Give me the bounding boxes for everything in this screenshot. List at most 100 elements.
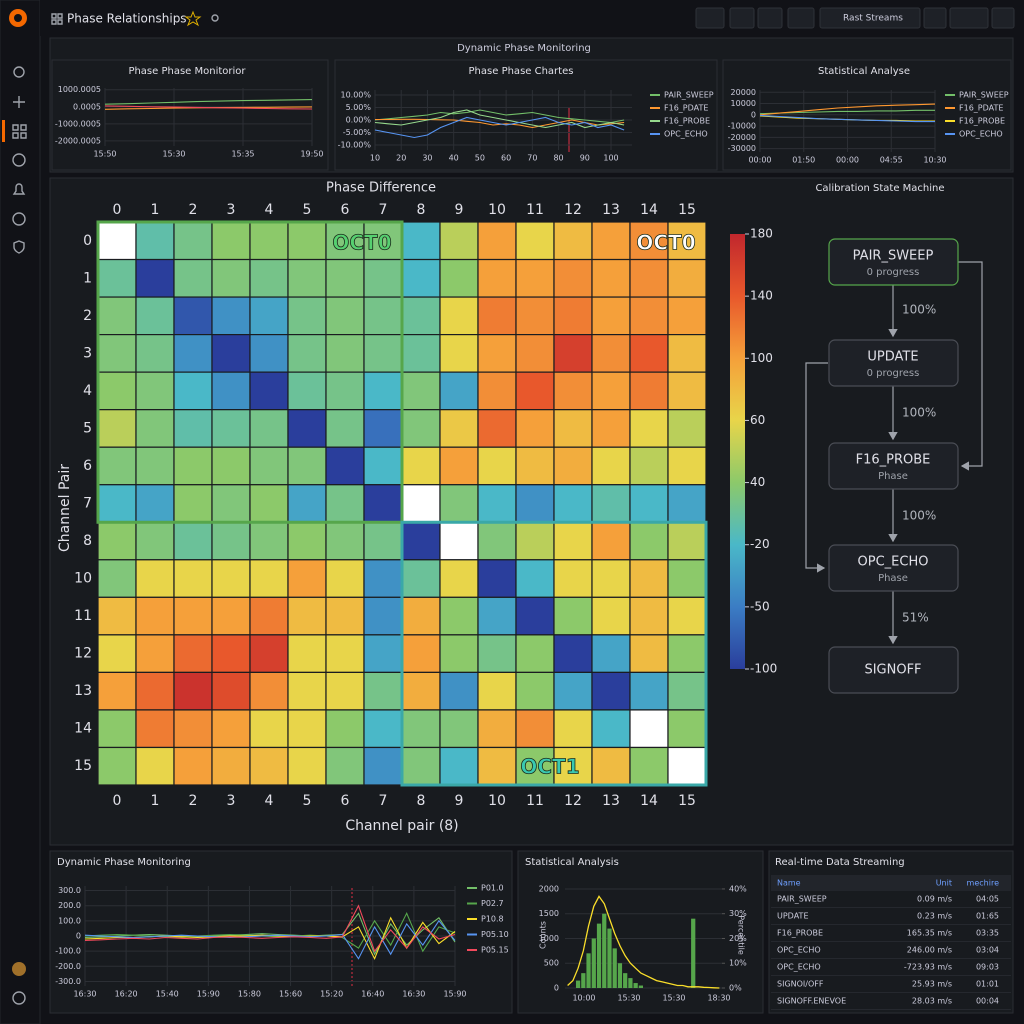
heatmap-cell xyxy=(249,521,289,561)
heatmap-cell xyxy=(591,746,631,786)
y-tick-label: -5.00% xyxy=(343,128,372,137)
heatmap-cell xyxy=(211,258,251,298)
region-label: OCT1 xyxy=(520,755,579,779)
series-line xyxy=(84,911,456,953)
heatmap-cell xyxy=(173,521,213,561)
zoom-button[interactable] xyxy=(923,7,947,29)
heatmap-cell xyxy=(211,634,251,673)
y-tick-label: 10.00% xyxy=(340,91,371,100)
heatmap-cell xyxy=(591,409,631,448)
heatmap-cell xyxy=(591,521,631,561)
refresh-button[interactable] xyxy=(949,7,989,29)
time-range: Rast Streams xyxy=(843,14,903,24)
time-picker[interactable] xyxy=(819,7,921,29)
heatmap-cell xyxy=(287,746,327,786)
heatmap-cell xyxy=(97,258,137,298)
tv-button[interactable] xyxy=(991,7,1015,29)
toolbar xyxy=(695,7,1015,29)
colorbar-label: 60 xyxy=(750,413,765,427)
toolbar-button[interactable] xyxy=(695,7,725,29)
toolbar-button[interactable] xyxy=(787,7,815,29)
heatmap-cell xyxy=(249,334,289,373)
toolbar-button[interactable] xyxy=(729,7,755,29)
x-tick-label: 10 xyxy=(488,793,506,809)
x-tick-label: 00:00 xyxy=(748,156,771,165)
heatmap-cell xyxy=(629,671,669,711)
heatmap-cell xyxy=(477,296,517,336)
help-icon[interactable] xyxy=(12,991,26,1005)
x-tick-label: 13 xyxy=(602,793,620,809)
legend-label: OPC_ECHO xyxy=(959,130,1003,139)
heatmap-cell xyxy=(439,746,479,786)
logo-inner xyxy=(14,14,22,22)
table-cell: 25.93 m/s xyxy=(912,980,952,989)
table-cell: 165.35 m/s xyxy=(907,929,952,938)
heatmap-cell xyxy=(515,671,555,711)
settings-icon[interactable] xyxy=(12,212,26,226)
heatmap-cell xyxy=(325,484,365,523)
column-header: Name xyxy=(777,879,801,888)
heatmap-cell xyxy=(629,371,669,411)
toolbar-button[interactable] xyxy=(757,7,783,29)
state-label: OPC_ECHO xyxy=(858,555,929,570)
y-tick-label: 10000 xyxy=(731,99,756,108)
heatmap-cell xyxy=(667,296,707,336)
user-avatar[interactable] xyxy=(12,962,26,976)
heatmap-cell xyxy=(173,596,213,636)
panel-title: Phase Phase Monitorior xyxy=(128,66,246,77)
y-tick-label: 11 xyxy=(74,608,92,624)
edge-label: 51% xyxy=(902,611,929,625)
series-line xyxy=(84,919,456,960)
state-sublabel: Phase xyxy=(878,573,908,584)
star-icon[interactable] xyxy=(184,10,202,27)
heatmap-cell xyxy=(439,296,479,336)
row-title: Dynamic Phase Monitoring xyxy=(457,43,591,54)
histogram-bar xyxy=(638,985,643,988)
edge-label: 100% xyxy=(902,303,936,317)
heatmap-cell xyxy=(325,746,365,786)
heatmap-cell xyxy=(97,371,137,411)
alert-icon[interactable] xyxy=(12,183,26,195)
heatmap-cell xyxy=(97,559,137,598)
y-tick-label: 1 xyxy=(83,270,92,286)
x-tick-label: 15:80 xyxy=(238,990,261,999)
heatmap-cell xyxy=(211,371,251,411)
explore-icon[interactable] xyxy=(12,153,26,167)
y-tick-label: 13 xyxy=(74,683,92,699)
heatmap-cell xyxy=(515,334,555,373)
dashboards-icon[interactable] xyxy=(12,124,27,139)
heatmap-cell xyxy=(287,596,327,636)
y-tick-label: -300.0 xyxy=(55,977,81,986)
x-tick-label: 13 xyxy=(602,202,620,218)
heatmap-cell xyxy=(515,371,555,411)
empty-cell xyxy=(401,484,441,523)
share-icon[interactable] xyxy=(211,14,219,22)
histogram-bar xyxy=(607,928,612,988)
histogram-bar xyxy=(591,938,596,988)
heatmap-cell xyxy=(629,446,669,486)
search-icon[interactable] xyxy=(13,66,25,78)
heatmap-cell xyxy=(211,484,251,523)
shield-icon[interactable] xyxy=(13,240,25,254)
y-tick-label: 8 xyxy=(83,533,92,549)
x-tick-label: 15:40 xyxy=(156,990,179,999)
heatmap-cell xyxy=(173,371,213,411)
heatmap-cell xyxy=(363,709,403,749)
x-tick-label: 15:90 xyxy=(443,990,466,999)
heatmap-cell xyxy=(287,671,327,711)
y-tick-label: 5 xyxy=(83,420,92,436)
heatmap-cell xyxy=(553,446,593,486)
legend-label: F16_PROBE xyxy=(959,117,1005,126)
add-icon[interactable] xyxy=(13,96,25,108)
y-tick-label: 4 xyxy=(83,383,92,399)
heatmap-cell xyxy=(97,521,137,561)
colorbar-label: -50 xyxy=(750,599,770,613)
heatmap-cell xyxy=(401,521,441,561)
x-tick-label: 6 xyxy=(341,793,350,809)
heatmap-cell xyxy=(363,409,403,448)
table-header xyxy=(771,875,1011,891)
heatmap-cell xyxy=(401,371,441,411)
table-cell: -723.93 m/s xyxy=(904,963,952,972)
heatmap-cell xyxy=(667,334,707,373)
